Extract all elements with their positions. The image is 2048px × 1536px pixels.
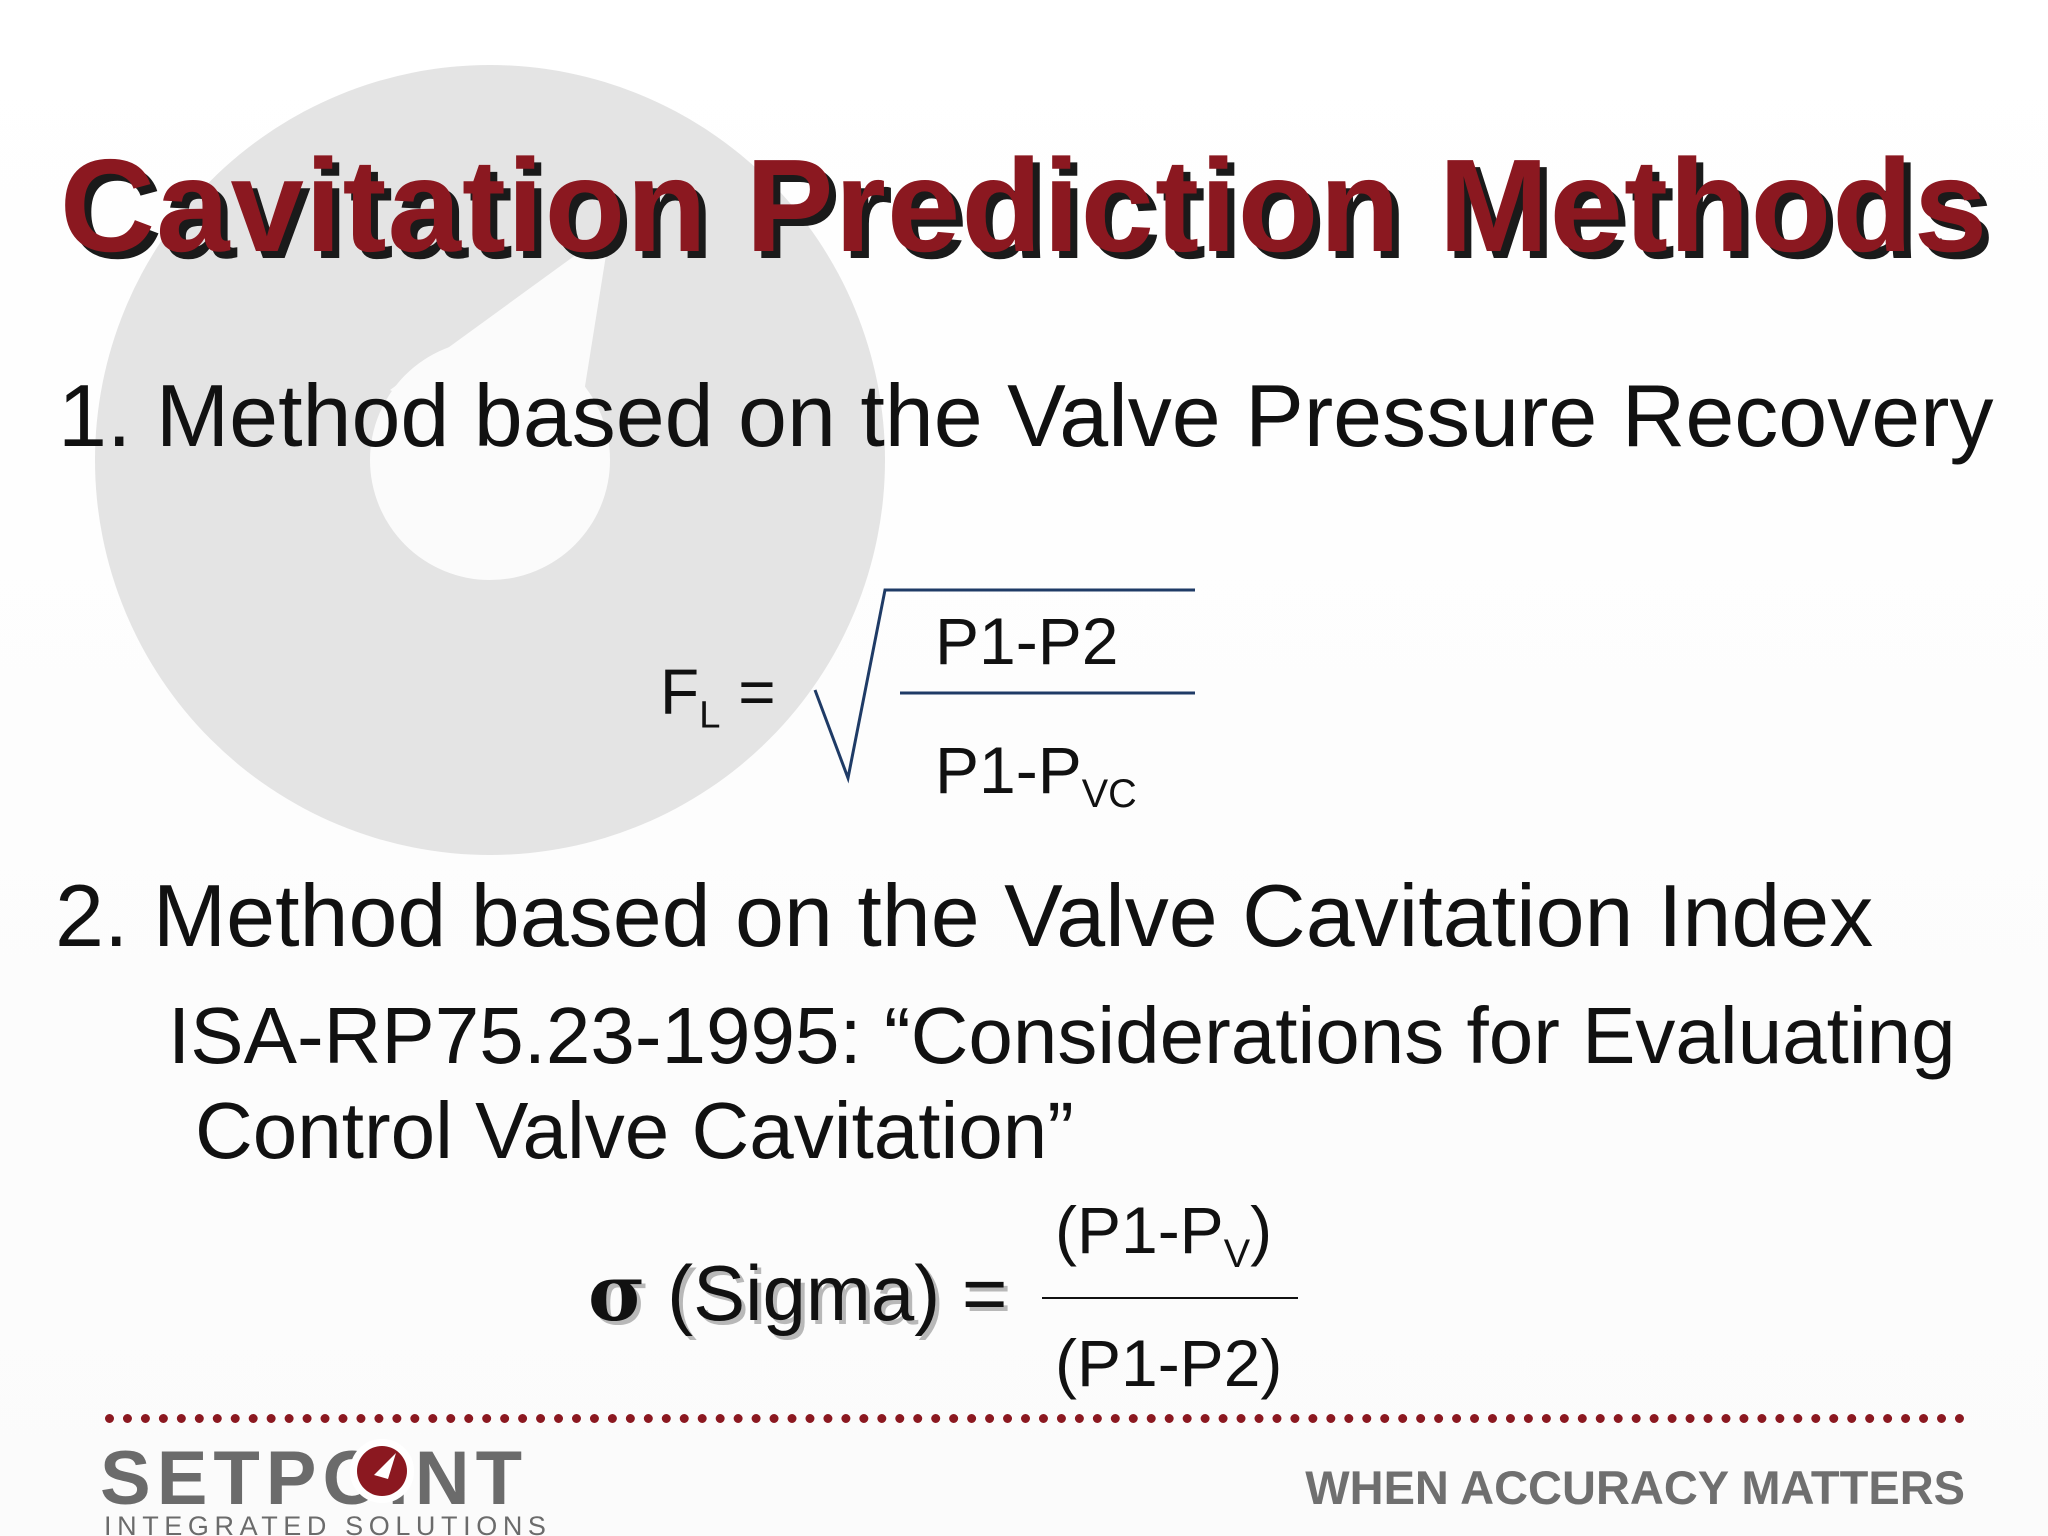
fl-formula-lhs: FL = (660, 655, 776, 737)
footer-divider (105, 1414, 1965, 1423)
logo-wordmark: SETPOINT (100, 1436, 529, 1521)
fl-denominator-main: P1-P (935, 733, 1082, 807)
fl-denominator-sub: VC (1081, 771, 1137, 816)
gauge-watermark-icon (95, 65, 885, 855)
gauge-dial-icon (350, 1439, 414, 1503)
fl-numerator: P1-P2 (935, 604, 1119, 678)
tagline: WHEN ACCURACY MATTERS (1305, 1461, 1965, 1514)
sigma-formula-lhs: σ (Sigma) = (588, 1248, 1007, 1339)
sigma-numerator-main: (P1-P (1055, 1193, 1224, 1267)
sigma-numerator: (P1-PV) (1055, 1192, 1272, 1277)
sigma-symbol: σ (588, 1248, 646, 1339)
standard-reference-line-1: ISA-RP75.23-1995: “Considerations for Ev… (168, 991, 1956, 1080)
logo-subtitle: INTEGRATED SOLUTIONS (104, 1511, 552, 1536)
standard-reference-line-2: Control Valve Cavitation” (195, 1086, 1074, 1175)
sigma-numerator-sub: V (1223, 1231, 1251, 1276)
method-1-heading: 1. Method based on the Valve Pressure Re… (58, 366, 1994, 465)
sigma-label: (Sigma) = (645, 1249, 1008, 1337)
setpoint-logo: SETPOINT INTEGRATED SOLUTIONS (100, 1435, 560, 1536)
fl-equals: = (720, 656, 776, 728)
sigma-denominator: (P1-P2) (1055, 1326, 1283, 1400)
fl-symbol: F (660, 656, 700, 728)
fl-subscript: L (699, 693, 721, 737)
sigma-numerator-close: ) (1250, 1193, 1273, 1267)
method-2-heading: 2. Method based on the Valve Cavitation … (55, 866, 1874, 965)
fl-denominator: P1-PVC (935, 732, 1137, 817)
slide-title: Cavitation Prediction Methods (59, 132, 1989, 279)
